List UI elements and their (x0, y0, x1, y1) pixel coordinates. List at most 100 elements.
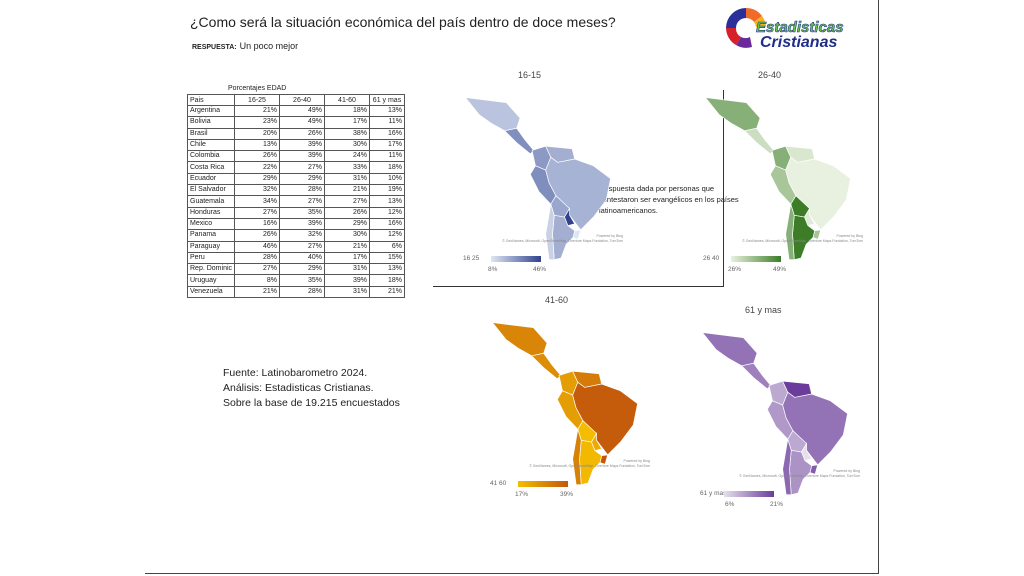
divider-horizontal (145, 573, 879, 574)
sample-line: Sobre la base de 19.215 encuestados (223, 397, 400, 409)
table-cell-country: Peru (187, 251, 235, 265)
table-cell-country: Honduras (187, 206, 235, 219)
legend-min: 17% (515, 491, 529, 498)
table-cell-value: 27% (234, 263, 280, 276)
choropleth-map-1: 16-15 Powered by Bing © GeoNames, Microsof… (443, 70, 633, 290)
table-cell-country: Guatemala (187, 195, 235, 208)
table-cell-value: 12% (369, 206, 405, 219)
map-credit: © GeoNames, Microsoft, OpenStreetMap, Ov… (502, 239, 623, 243)
table-cell-value: 21% (234, 104, 280, 118)
choropleth-map-3: 41-60 Powered by Bing © GeoNames, Microsof… (470, 295, 660, 515)
legend-gradient-bar (731, 256, 781, 262)
estadisticas-cristianas-logo: Estadisticas Cristianas (718, 2, 868, 52)
legend-gradient-bar (491, 256, 541, 262)
map-region-mexico (701, 332, 758, 367)
table-cell-value: 40% (279, 251, 325, 265)
legend-label: 41 60 (490, 480, 507, 487)
table-cell-value: 29% (324, 217, 370, 231)
table-cell-value: 49% (279, 104, 325, 118)
legend-label: 61 y mas (700, 490, 727, 497)
table-cell-country: Bolivia (187, 116, 235, 129)
table-cell-value: 17% (324, 251, 370, 265)
table-cell-country: Brasil (187, 127, 235, 140)
table-cell-value: 29% (279, 172, 325, 186)
table-cell-country: Venezuela (187, 285, 235, 299)
table-cell-value: 30% (324, 138, 370, 152)
table-cell-value: 35% (279, 206, 325, 219)
table-cell-value: 26% (279, 127, 325, 140)
table-cell-value: 39% (279, 138, 325, 152)
table-cell-value: 21% (234, 285, 280, 299)
source-line: Fuente: Latinobarometro 2024. (223, 367, 368, 379)
header-61-mas: 61 y mas (369, 94, 405, 106)
map-credit-bing: Powered by Bing (596, 234, 623, 238)
table-cell-country: Uruguay (187, 274, 235, 287)
table-cell-value: 20% (234, 127, 280, 140)
table-row: Colombia 26% 39% 24% 11% (187, 150, 405, 163)
map-region-central-america (531, 352, 562, 380)
table-cell-value: 46% (234, 240, 280, 253)
map-region-mexico (464, 97, 521, 132)
table-cell-value: 34% (234, 195, 280, 208)
table-cell-value: 18% (324, 104, 370, 118)
table-cell-value: 27% (279, 161, 325, 174)
map-region-chile (545, 204, 555, 261)
map-title: 16-15 (518, 70, 542, 80)
map-credit: © GeoNames, Microsoft, OpenStreetMap, Ov… (739, 474, 860, 478)
response-line: RESPUESTA: Un poco mejor (192, 41, 298, 51)
map-credit-bing: Powered by Bing (836, 234, 863, 238)
table-cell-value: 22% (234, 161, 280, 174)
table-cell-value: 27% (324, 195, 370, 208)
table-row: El Salvador 32% 28% 21% 19% (187, 184, 405, 197)
choropleth-map-2: 26-40 Powered by Bing © GeoNames, Microsof… (683, 70, 873, 290)
table-caption: Porcentajes EDAD (228, 85, 287, 92)
table-cell-value: 19% (369, 184, 405, 197)
table-row: Chile 13% 39% 30% 17% (187, 138, 405, 152)
table-cell-value: 11% (369, 116, 405, 129)
map-title: 41-60 (545, 295, 569, 305)
table-cell-value: 24% (324, 150, 370, 163)
analysis-line: Análisis: Estadisticas Cristianas. (223, 382, 374, 394)
table-row: Argentina 21% 49% 18% 13% (187, 104, 405, 118)
table-row: Costa Rica 22% 27% 33% 18% (187, 161, 405, 174)
table-row: Ecuador 29% 29% 31% 10% (187, 172, 405, 186)
legend-gradient-bar (518, 481, 568, 487)
svg-text:Cristianas: Cristianas (760, 34, 837, 51)
legend-max: 21% (770, 501, 784, 508)
divider-vertical (878, 0, 879, 574)
legend-label: 16 25 (463, 255, 480, 262)
table-row: Venezuela 21% 28% 31% 21% (187, 285, 405, 299)
map-region-mexico (704, 97, 761, 132)
table-cell-value: 23% (234, 116, 280, 129)
legend-min: 26% (728, 266, 742, 273)
table-cell-value: 11% (369, 150, 405, 163)
map-credit-bing: Powered by Bing (833, 469, 860, 473)
table-row: Mexico 16% 39% 29% 16% (187, 217, 405, 231)
table-row: Uruguay 8% 35% 39% 18% (187, 274, 405, 287)
table-cell-value: 8% (234, 274, 280, 287)
table-cell-value: 35% (279, 274, 325, 287)
map-region-chile (572, 429, 582, 486)
table-header-row: Pais 16-25 26-40 41-60 61 y mas (187, 94, 405, 106)
age-percentage-table: Pais 16-25 26-40 41-60 61 y mas Argentin… (187, 94, 405, 299)
table-cell-value: 29% (279, 263, 325, 276)
table-cell-value: 32% (234, 184, 280, 197)
table-cell-country: Colombia (187, 150, 235, 163)
table-row: Rep. Dominic 27% 29% 31% 13% (187, 263, 405, 276)
map-region-central-america (741, 362, 772, 390)
table-cell-value: 15% (369, 251, 405, 265)
map-frame (433, 90, 724, 287)
map-credit: © GeoNames, Microsoft, OpenStreetMap, Ov… (742, 239, 863, 243)
table-cell-country: Mexico (187, 217, 235, 231)
table-cell-value: 49% (279, 116, 325, 129)
table-cell-value: 16% (234, 217, 280, 231)
table-cell-value: 39% (324, 274, 370, 287)
legend-max: 46% (533, 266, 547, 273)
table-row: Honduras 27% 35% 26% 12% (187, 206, 405, 219)
table-cell-value: 18% (369, 274, 405, 287)
legend-max: 39% (560, 491, 574, 498)
map-region-chile (782, 439, 792, 496)
legend-min: 6% (725, 501, 735, 508)
table-cell-value: 17% (369, 138, 405, 152)
table-cell-value: 16% (369, 127, 405, 140)
